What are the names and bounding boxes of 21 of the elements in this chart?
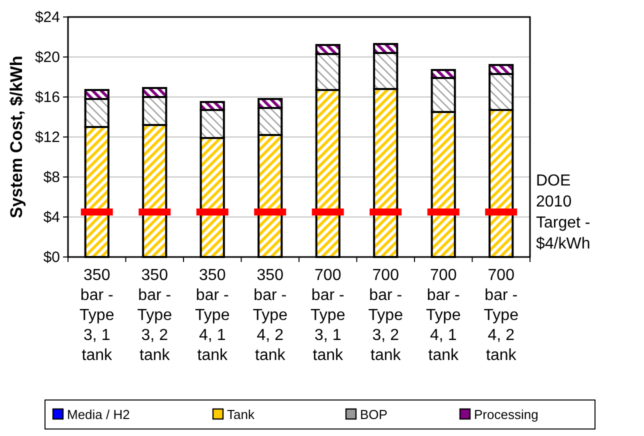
x-tick-label: 350 bar - Type 3, 1 tank xyxy=(80,267,114,364)
y-tick-label: $12 xyxy=(34,129,60,146)
x-tick-label: 700 bar - Type 3, 1 tank xyxy=(310,267,346,364)
y-tick-label: $20 xyxy=(34,49,60,66)
ref-line-label: DOE 2010 Target - $4/kWh xyxy=(536,172,590,252)
x-tick-label: 700 bar - Type 3, 2 tank xyxy=(368,267,404,364)
y-tick-label: $8 xyxy=(43,169,60,186)
y-tick-label: $0 xyxy=(43,249,60,266)
legend-label: Media / H2 xyxy=(67,407,130,422)
y-axis-title: System Cost, $/kWh xyxy=(7,56,26,218)
legend-label: Processing xyxy=(474,407,538,422)
legend-label: BOP xyxy=(360,407,388,422)
y-tick-label: $24 xyxy=(34,9,60,26)
y-tick-label: $4 xyxy=(43,209,60,226)
x-tick-label: 700 bar - Type 4, 2 tank xyxy=(484,267,519,364)
x-tick-label: 350 bar - Type 4, 2 tank xyxy=(252,267,288,364)
x-tick-label: 350 bar - Type 3, 2 tank xyxy=(137,267,172,364)
x-tick-label: 700 bar - Type 4, 1 tank xyxy=(426,267,461,364)
x-tick-label: 350 bar - Type 4, 1 tank xyxy=(195,267,230,364)
legend-label: Tank xyxy=(227,407,255,422)
y-tick-label: $16 xyxy=(34,89,60,106)
